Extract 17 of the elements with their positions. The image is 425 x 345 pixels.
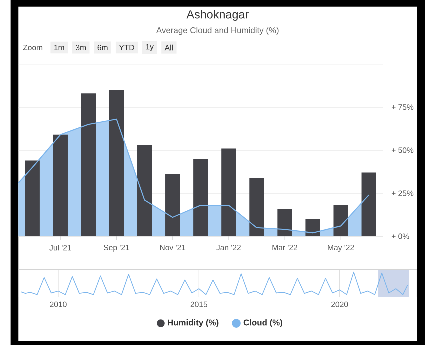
bar (81, 94, 96, 237)
chart-title: Ashoknagar (186, 10, 249, 22)
legend-label: Cloud (%) (244, 320, 282, 328)
bar (334, 206, 348, 237)
bar (278, 208, 292, 237)
bar (25, 160, 40, 237)
bar (250, 178, 264, 237)
chart-subtitle: Average Cloud and Humidity (%) (156, 27, 279, 36)
bar (194, 159, 208, 237)
bar (306, 219, 320, 237)
bar (166, 174, 180, 237)
bar (362, 172, 376, 237)
bar (53, 134, 68, 237)
bar (222, 148, 236, 237)
bar (109, 90, 124, 237)
bar (137, 145, 152, 237)
legend-label: Humidity (%) (168, 320, 219, 328)
